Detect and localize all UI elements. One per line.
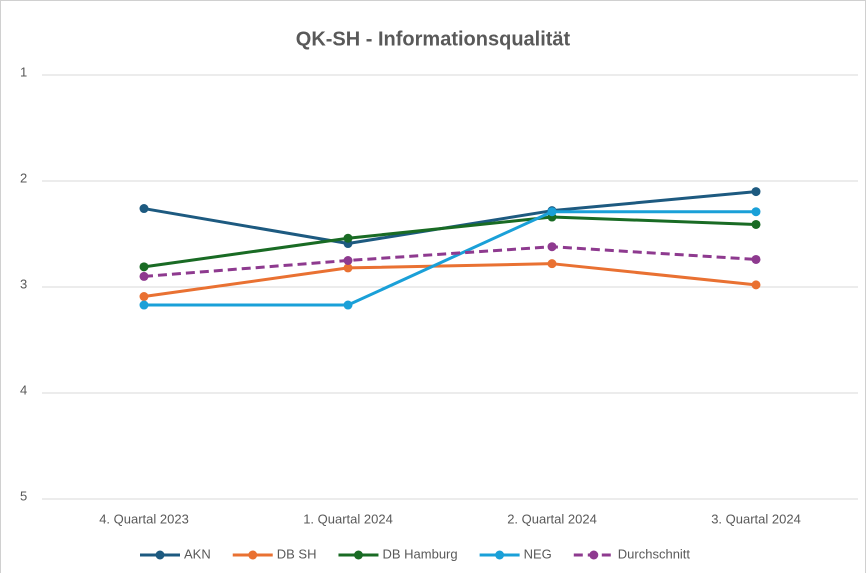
chart-title: QK-SH - Informationsqualität [296,28,571,50]
legend-marker [155,550,165,560]
legend-label: DB Hamburg [382,546,457,561]
y-tick-label: 5 [20,488,27,503]
data-point [343,263,353,273]
legend-label: NEG [524,546,552,561]
data-point [139,204,149,214]
x-tick-label: 4. Quartal 2023 [99,511,189,526]
series-line [143,262,757,299]
legend-marker [589,550,599,560]
data-point [343,233,353,243]
data-point [343,300,353,310]
data-point [751,280,761,290]
y-tick-label: 4 [20,382,27,397]
legend-label: Durchschnitt [618,546,691,561]
series-line [143,245,757,278]
data-point [751,207,761,217]
data-point [139,271,149,281]
data-point [547,242,557,252]
y-tick-label: 3 [20,276,27,291]
data-point [547,259,557,269]
y-tick-label: 1 [20,64,27,79]
data-point [751,187,761,197]
data-point [139,292,149,302]
data-point [751,254,761,264]
data-point [751,219,761,229]
data-point [547,207,557,217]
data-point [343,256,353,265]
legend-label: DB SH [277,546,317,561]
legend-marker [248,550,258,560]
legend-label: AKN [184,546,211,561]
x-tick-label: 3. Quartal 2024 [711,511,801,526]
x-tick-label: 1. Quartal 2024 [303,511,393,526]
data-point [139,300,149,310]
series-line [143,215,757,269]
legend-marker [495,550,505,560]
x-tick-label: 2. Quartal 2024 [507,511,597,526]
y-tick-label: 2 [20,170,27,185]
data-point [139,262,149,272]
legend-marker [353,550,363,560]
series-line [144,210,756,307]
